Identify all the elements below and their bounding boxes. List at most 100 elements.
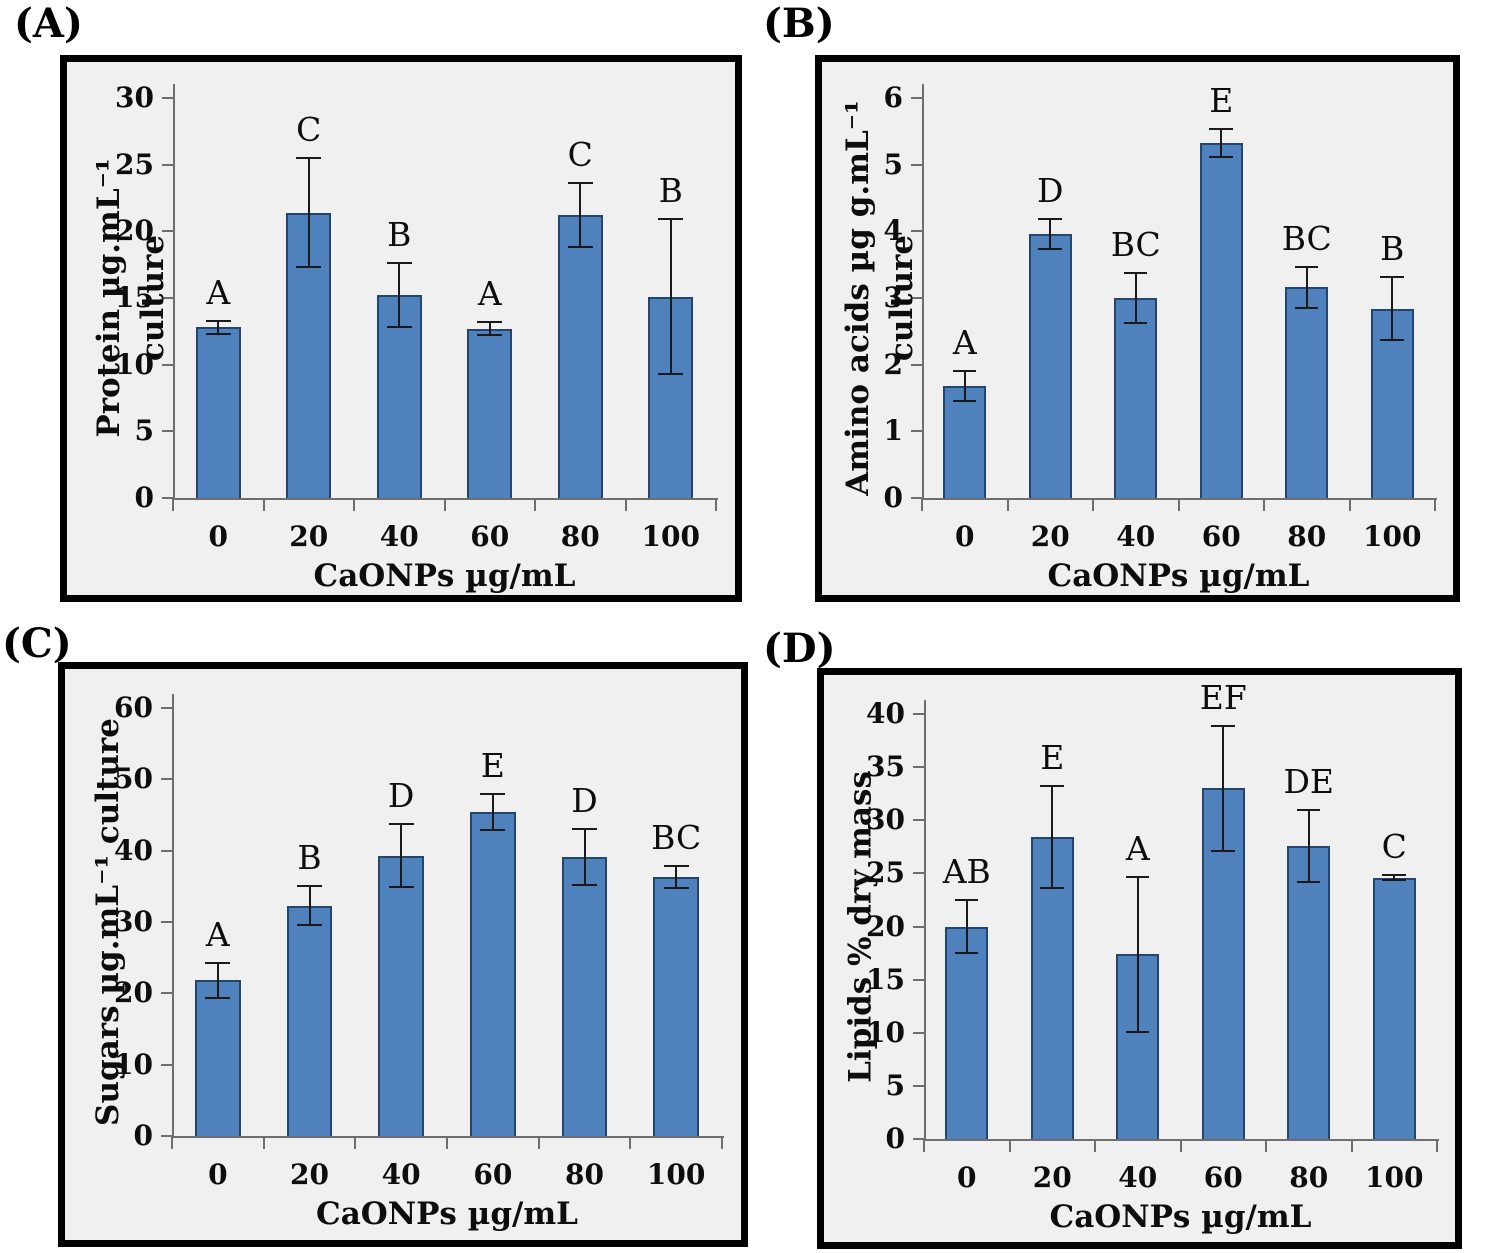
panel-protein: (A) 0 5 10 15 20 25 30 A 0 C 20 B 40 A 60 C 80 B 100 CaONPs… xyxy=(0,0,750,620)
y-tick-label: 40 xyxy=(866,697,905,730)
error-bar-cap-bottom xyxy=(205,333,231,335)
bar xyxy=(561,857,608,1136)
error-bar-line xyxy=(1305,266,1308,308)
sig-letter: B xyxy=(1380,229,1405,269)
bar xyxy=(1285,287,1329,498)
x-tick xyxy=(534,498,536,511)
error-bar-line xyxy=(963,370,966,402)
y-tick-label: 20 xyxy=(866,909,905,943)
chart-canvas-amino-acids: 0 1 2 3 4 5 6 A 0 D 20 BC 40 E 60 BC 80 B 100 CaONPs µg/mL A… xyxy=(822,62,1453,595)
x-axis xyxy=(173,498,718,500)
y-tick-label: 2 xyxy=(883,347,903,381)
error-bar-cap-bottom xyxy=(296,266,322,269)
x-category-label: 40 xyxy=(1118,1161,1158,1194)
y-tick-label: 0 xyxy=(885,1122,905,1155)
x-category-label: 20 xyxy=(1030,520,1070,553)
y-tick xyxy=(162,297,173,299)
error-bar-line xyxy=(583,829,586,885)
x-category-label: 20 xyxy=(289,520,329,553)
error-bar-cap-bottom xyxy=(1125,1030,1150,1033)
x-tick xyxy=(353,498,355,511)
sig-letter: D xyxy=(571,781,598,821)
error-bar-line xyxy=(488,322,491,336)
y-tick xyxy=(162,97,173,99)
y-tick-label: 10 xyxy=(115,347,154,381)
sig-letter: A xyxy=(952,322,977,362)
bar xyxy=(286,905,333,1136)
bar xyxy=(557,215,603,498)
x-category-label: 0 xyxy=(208,520,228,553)
sig-letter: B xyxy=(387,215,412,255)
error-bar-cap-top xyxy=(954,898,979,901)
error-bar-line xyxy=(217,320,220,334)
error-bar-line xyxy=(307,158,310,268)
x-tick xyxy=(1092,498,1094,511)
y-tick-label: 40 xyxy=(114,833,153,867)
y-tick-label: 30 xyxy=(866,803,905,837)
x-tick xyxy=(443,498,446,511)
x-category-label: 40 xyxy=(1116,520,1156,553)
x-category-label: 80 xyxy=(560,520,600,553)
error-bar-line xyxy=(1393,874,1396,881)
error-bar-line xyxy=(400,824,403,888)
error-bar-line xyxy=(491,794,494,830)
y-tick xyxy=(913,766,924,769)
error-bar-cap-top xyxy=(1380,276,1404,279)
x-category-label: 60 xyxy=(1201,520,1241,553)
error-bar-cap-top xyxy=(205,319,231,322)
sig-letter: BC xyxy=(1110,225,1161,265)
x-axis xyxy=(922,498,1437,500)
error-bar-cap-bottom xyxy=(571,883,598,886)
error-bar-cap-bottom xyxy=(1294,307,1319,309)
y-tick xyxy=(911,430,922,433)
y-tick-label: 15 xyxy=(866,962,905,996)
y-tick-label: 30 xyxy=(115,81,154,114)
error-bar-line xyxy=(216,962,219,999)
y-tick xyxy=(911,297,922,299)
sig-letter: D xyxy=(1037,171,1064,211)
bar xyxy=(653,877,700,1136)
x-category-label: 80 xyxy=(565,1158,604,1191)
y-tick xyxy=(913,819,924,822)
error-bar-cap-bottom xyxy=(1296,880,1321,883)
error-bar-line xyxy=(579,183,582,248)
x-tick xyxy=(624,498,627,511)
error-bar-cap-bottom xyxy=(954,952,979,955)
chart-box-amino-acids: 0 1 2 3 4 5 6 A 0 D 20 BC 40 E 60 BC 80 B 100 CaONPs µg/mL A… xyxy=(815,55,1460,602)
y-tick-label: 30 xyxy=(114,905,153,938)
error-bar-cap-top xyxy=(567,182,593,185)
sig-letter: C xyxy=(567,135,593,175)
x-category-label: 100 xyxy=(1365,1161,1424,1194)
chart-box-protein: 0 5 10 15 20 25 30 A 0 C 20 B 40 A 60 C 80 B 100 CaONPs µg/… xyxy=(60,55,742,602)
sig-letter: DE xyxy=(1283,761,1335,801)
y-tick xyxy=(161,992,172,995)
x-category-label: 80 xyxy=(1287,520,1327,553)
x-tick xyxy=(1434,498,1436,511)
error-bar-cap-bottom xyxy=(1380,339,1404,341)
bar xyxy=(378,855,425,1136)
y-tick xyxy=(911,363,922,366)
error-bar-cap-bottom xyxy=(1382,879,1406,882)
error-bar-line xyxy=(308,886,311,925)
y-tick xyxy=(162,363,173,366)
y-tick xyxy=(911,97,922,99)
sig-letter: BC xyxy=(1281,218,1332,258)
x-tick xyxy=(1436,1139,1438,1152)
y-tick-label: 5 xyxy=(134,414,154,448)
y-tick-label: 3 xyxy=(883,281,903,314)
error-bar-line xyxy=(1136,876,1139,1032)
bar xyxy=(1199,143,1243,498)
error-bar-cap-bottom xyxy=(663,886,689,889)
error-bar-cap-bottom xyxy=(658,373,684,375)
y-tick-label: 60 xyxy=(114,691,153,724)
x-axis xyxy=(172,1136,724,1138)
y-tick xyxy=(162,163,173,166)
x-tick xyxy=(1006,498,1009,511)
error-bar-cap-top xyxy=(658,218,684,221)
y-axis xyxy=(924,700,926,1141)
y-axis xyxy=(922,84,924,500)
error-bar-cap-bottom xyxy=(1040,887,1064,890)
x-category-label: 100 xyxy=(1363,520,1422,553)
error-bar-cap-top xyxy=(477,321,503,323)
y-tick-label: 0 xyxy=(883,481,903,514)
